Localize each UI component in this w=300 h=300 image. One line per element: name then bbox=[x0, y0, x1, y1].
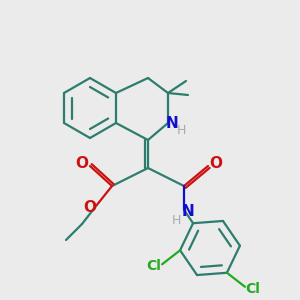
Text: Cl: Cl bbox=[147, 259, 161, 273]
Text: O: O bbox=[83, 200, 97, 215]
Text: O: O bbox=[209, 157, 223, 172]
Text: H: H bbox=[176, 124, 186, 137]
Text: H: H bbox=[171, 214, 181, 226]
Text: N: N bbox=[166, 116, 178, 130]
Text: Cl: Cl bbox=[245, 282, 260, 296]
Text: N: N bbox=[182, 205, 194, 220]
Text: O: O bbox=[76, 157, 88, 172]
